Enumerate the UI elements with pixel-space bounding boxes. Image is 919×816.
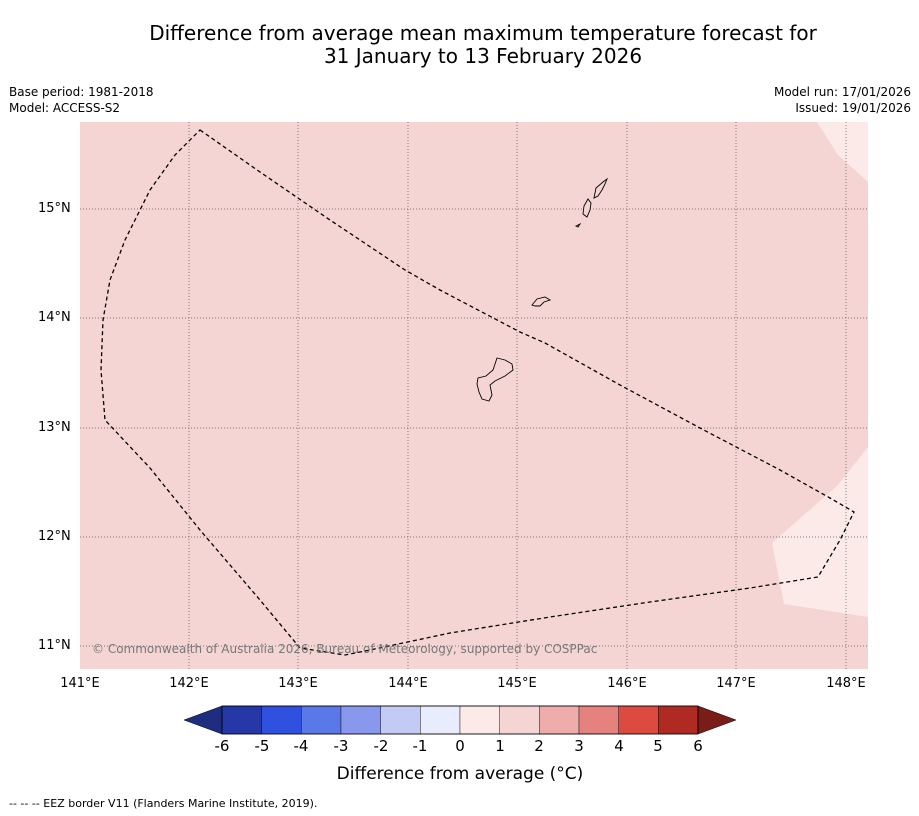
eez-border xyxy=(100,129,855,656)
meta-right: Model run: 17/01/2026 Issued: 19/01/2026 xyxy=(774,84,911,116)
eez-footnote: -- -- -- EEZ border V11 (Flanders Marine… xyxy=(9,797,318,810)
lon-label-147e: 147°E xyxy=(716,676,756,691)
model-run: Model run: 17/01/2026 xyxy=(773,85,911,99)
colorbar-tick: -2 xyxy=(373,737,389,755)
colorbar-label: Difference from average (°C) xyxy=(336,764,584,784)
colorbar-tick: 6 xyxy=(693,737,703,755)
model-name: Model: ACCESS-S2 xyxy=(9,101,121,115)
colorbar-segment xyxy=(301,705,342,735)
chart-title: Difference from average mean maximum tem… xyxy=(0,22,919,68)
colorbar-tick: -4 xyxy=(293,737,309,755)
light-anomaly-region-se xyxy=(772,447,868,617)
colorbar-segment xyxy=(340,705,381,735)
map-background xyxy=(80,122,868,669)
title-line-2: 31 January to 13 February 2026 xyxy=(323,44,643,68)
issued-date: Issued: 19/01/2026 xyxy=(795,101,911,115)
colorbar xyxy=(183,705,737,735)
colorbar-segment xyxy=(380,705,421,735)
colorbar-tick: 3 xyxy=(574,737,584,755)
colorbar-tick: 5 xyxy=(653,737,663,755)
meta-left: Base period: 1981-2018 Model: ACCESS-S2 xyxy=(9,84,154,116)
colorbar-tick: -5 xyxy=(254,737,270,755)
colorbar-tick: -1 xyxy=(412,737,428,755)
colorbar-tick: -6 xyxy=(214,737,230,755)
colorbar-segment xyxy=(578,705,619,735)
lat-label-13n: 13°N xyxy=(38,420,71,435)
colorbar-segment xyxy=(658,705,699,735)
gridlines xyxy=(80,122,868,669)
colorbar-over-arrow xyxy=(697,705,737,735)
colorbar-tick: 0 xyxy=(455,737,465,755)
colorbar-tick: 4 xyxy=(614,737,624,755)
colorbar-tick: 2 xyxy=(534,737,544,755)
saipan-island xyxy=(593,177,609,199)
guam-island xyxy=(476,357,514,402)
colorbar-segment xyxy=(618,705,659,735)
light-anomaly-region-ne xyxy=(817,122,868,182)
colorbar-segment xyxy=(221,705,262,735)
lat-label-12n: 12°N xyxy=(38,529,71,544)
copyright-notice: © Commonwealth of Australia 2026, Bureau… xyxy=(92,642,598,656)
tinian-island xyxy=(582,198,592,218)
lon-label-148e: 148°E xyxy=(826,676,866,691)
lat-label-11n: 11°N xyxy=(38,638,71,653)
lon-label-143e: 143°E xyxy=(278,676,318,691)
colorbar-tick: 1 xyxy=(495,737,505,755)
lon-label-146e: 146°E xyxy=(607,676,647,691)
colorbar-tick: -3 xyxy=(333,737,349,755)
colorbar-under-arrow xyxy=(183,705,223,735)
colorbar-segment xyxy=(499,705,540,735)
lon-label-141e: 141°E xyxy=(60,676,100,691)
colorbar-segment xyxy=(261,705,302,735)
colorbar-segment xyxy=(539,705,580,735)
aguijan-island xyxy=(574,222,582,228)
colorbar-outline xyxy=(221,705,699,735)
lon-label-142e: 142°E xyxy=(169,676,209,691)
lat-label-15n: 15°N xyxy=(38,201,71,216)
lat-label-14n: 14°N xyxy=(38,310,71,325)
colorbar-segment xyxy=(459,705,500,735)
lon-label-145e: 145°E xyxy=(497,676,537,691)
colorbar-segment xyxy=(420,705,461,735)
islands xyxy=(476,177,609,402)
base-period: Base period: 1981-2018 xyxy=(9,85,154,99)
title-line-1: Difference from average mean maximum tem… xyxy=(149,21,817,45)
lon-label-144e: 144°E xyxy=(388,676,428,691)
rota-island xyxy=(531,296,552,307)
